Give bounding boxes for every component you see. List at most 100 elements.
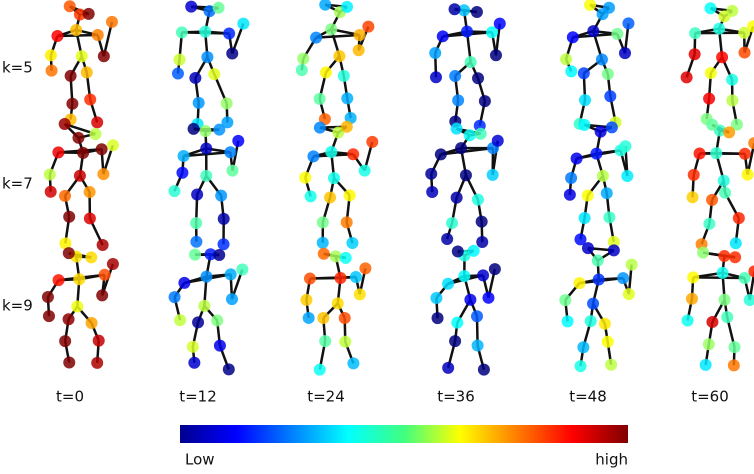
joint: [619, 47, 631, 59]
joint: [587, 25, 599, 37]
joint: [739, 272, 751, 284]
skeleton: [44, 118, 119, 251]
joint: [332, 297, 344, 309]
joint: [84, 212, 96, 224]
joint: [465, 56, 477, 68]
joint: [74, 170, 86, 182]
joint: [188, 357, 200, 369]
joint: [611, 28, 623, 40]
skeleton: [559, 242, 637, 372]
joint: [223, 27, 235, 39]
joint: [590, 148, 602, 160]
joint: [425, 168, 437, 180]
joint: [84, 94, 96, 106]
joint: [477, 269, 489, 281]
joint: [178, 277, 190, 289]
joint: [362, 21, 374, 33]
joint: [350, 271, 362, 283]
joint: [213, 249, 225, 261]
joint: [224, 146, 236, 158]
colorbar-high: high: [595, 451, 628, 469]
joint: [562, 315, 574, 327]
joint: [619, 140, 631, 152]
joint: [451, 192, 463, 204]
joint: [226, 293, 238, 305]
joint: [559, 294, 571, 306]
joint: [341, 1, 353, 13]
joint: [173, 54, 185, 66]
joint: [66, 98, 78, 110]
joint: [601, 187, 613, 199]
joint: [85, 251, 97, 263]
joint: [726, 74, 738, 86]
joint: [458, 270, 470, 282]
joint: [728, 341, 740, 353]
skeleton: [560, 0, 634, 130]
joint: [314, 122, 326, 134]
joint: [464, 294, 476, 306]
joint: [346, 237, 358, 249]
joint: [193, 97, 205, 109]
joint: [97, 239, 109, 251]
skeleton: [172, 1, 249, 130]
joint: [354, 29, 366, 41]
joint: [53, 274, 65, 286]
column-label: t=60: [691, 388, 729, 406]
joint: [63, 211, 75, 223]
column-label: t=0: [56, 388, 84, 406]
joint: [430, 71, 442, 83]
joint: [716, 51, 728, 63]
joint: [339, 336, 351, 348]
joint: [63, 313, 75, 325]
skeleton: [296, 0, 375, 125]
joint: [63, 357, 75, 369]
skeleton: [564, 119, 633, 248]
joint: [742, 169, 754, 181]
row-label: k=7: [2, 175, 33, 193]
skeleton: [682, 247, 754, 372]
joint: [597, 170, 609, 182]
joint: [487, 169, 499, 181]
joint: [452, 94, 464, 106]
joint: [96, 289, 108, 301]
joint: [354, 288, 366, 300]
joint: [689, 48, 701, 60]
joint: [697, 247, 709, 259]
joint: [96, 143, 108, 155]
joint: [353, 44, 365, 56]
bone: [310, 277, 356, 279]
skeleton: [430, 245, 500, 376]
joint: [437, 30, 449, 42]
joint: [178, 150, 190, 162]
joint: [330, 250, 342, 262]
joint: [333, 50, 345, 62]
joint: [317, 312, 329, 324]
joint: [471, 6, 483, 18]
joint: [565, 172, 577, 184]
joint: [84, 186, 96, 198]
joint: [426, 186, 438, 198]
joint: [201, 51, 213, 63]
colorbar-low: Low: [185, 451, 215, 469]
joint: [91, 357, 103, 369]
joint: [432, 312, 444, 324]
joint: [687, 271, 699, 283]
joint: [571, 153, 583, 165]
skeleton-grid: [42, 0, 754, 376]
joint: [300, 294, 312, 306]
skeleton: [300, 248, 371, 376]
joint: [574, 277, 586, 289]
joint: [86, 317, 98, 329]
joint: [107, 139, 119, 151]
joint: [471, 310, 483, 322]
joint: [189, 72, 201, 84]
joint: [593, 273, 605, 285]
joint: [51, 30, 63, 42]
joint: [71, 301, 83, 313]
joint: [169, 291, 181, 303]
joint: [339, 312, 351, 324]
joint: [314, 364, 326, 376]
joint: [733, 212, 745, 224]
